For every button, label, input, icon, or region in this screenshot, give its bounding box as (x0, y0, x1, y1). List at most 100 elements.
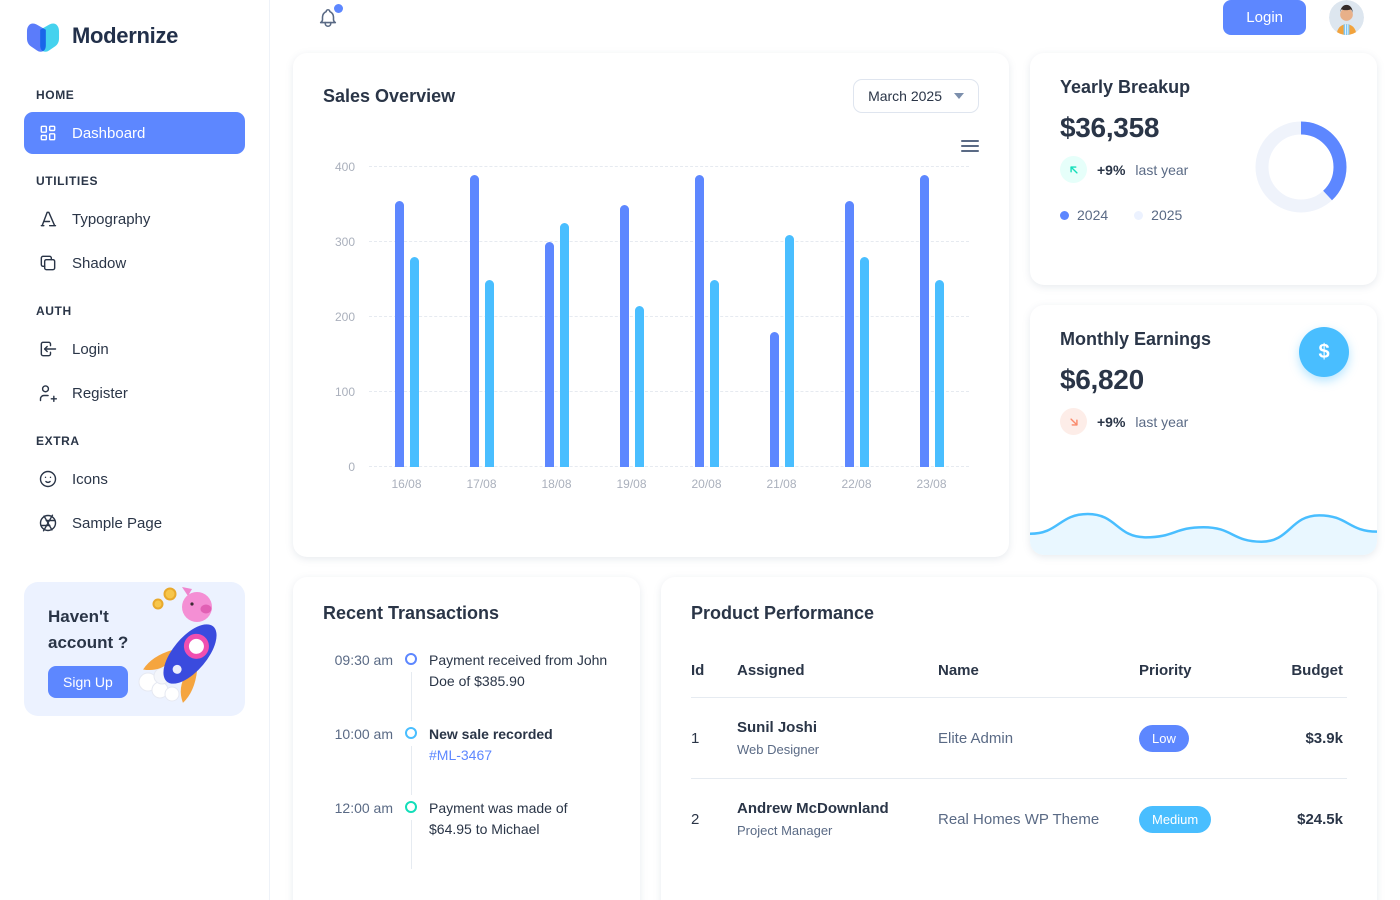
period-select-value: March 2025 (868, 88, 942, 104)
cell-name: Real Homes WP Theme (938, 810, 1100, 828)
bar (634, 305, 644, 467)
monthly-delta: +9% (1097, 413, 1126, 430)
sidebar-item-shadow[interactable]: Shadow (24, 242, 245, 284)
monthly-amount: $6,820 (1060, 364, 1144, 395)
cell-id: 2 (691, 810, 700, 828)
notifications-bell-icon[interactable] (317, 3, 343, 29)
sales-bar-chart: 0 100 200 300 400 16/08 17/08 18/08 19/08 20/08 2… (323, 160, 979, 491)
cell-priority: Low (1139, 724, 1257, 752)
bar (784, 234, 794, 467)
x-axis-label: 17/08 (466, 477, 497, 491)
dashboard-content: Sales Overview March 2025 0 100 200 300 400 … (270, 35, 1400, 900)
bar-group (669, 167, 744, 467)
transaction-time: 09:30 am (334, 652, 393, 668)
trend-down-icon (1060, 408, 1087, 435)
column-header-budget: Budget (1291, 662, 1343, 679)
bar-group (519, 167, 594, 467)
cell-priority: Medium (1139, 805, 1257, 833)
main-area: Login Sales Overview March 2025 (270, 0, 1400, 900)
x-axis-label: 23/08 (916, 477, 947, 491)
legend-item: 2024 (1060, 207, 1108, 223)
signup-promo-title: Haven't account ? (48, 607, 129, 652)
bar (694, 174, 704, 467)
sidebar-item-typography[interactable]: Typography (24, 198, 245, 240)
x-axis-label: 22/08 (841, 477, 872, 491)
priority-badge: Medium (1139, 805, 1212, 833)
cell-budget: $3.9k (1305, 729, 1343, 747)
sidebar-item-icons[interactable]: Icons (24, 458, 245, 500)
layout-dashboard-icon (40, 125, 56, 141)
donut-legend: 2024 2025 (1060, 207, 1190, 223)
monthly-delta-caption: last year (1135, 413, 1189, 430)
cell-budget: $24.5k (1297, 810, 1343, 828)
bar-group (894, 167, 969, 467)
column-header-assigned: Assigned (737, 662, 805, 679)
yearly-delta-caption: last year (1135, 161, 1189, 178)
bar (709, 279, 719, 467)
table-row: 1 Sunil Joshi Web Designer Elite Admin Low $3… (691, 698, 1347, 779)
recent-transactions-card: Recent Transactions 09:30 am Payment rece… (293, 577, 640, 900)
bar (619, 204, 629, 467)
transaction-text: Payment received from John Doe of $385.9… (429, 652, 608, 689)
dollar-icon-button[interactable]: $ (1299, 327, 1349, 377)
gridline: 100 (335, 385, 969, 399)
monthly-earnings-title: Monthly Earnings (1060, 329, 1212, 349)
chevron-down-icon (954, 93, 964, 99)
bar (544, 242, 554, 467)
aperture-icon (39, 514, 57, 532)
bar (859, 257, 869, 467)
products-table-header: Id Assigned Name Priority Budget (691, 662, 1347, 698)
bar (919, 174, 929, 467)
yearly-breakup-title: Yearly Breakup (1060, 77, 1191, 97)
gridline: 400 (335, 160, 969, 174)
sidebar-item-login[interactable]: Login (24, 328, 245, 370)
sidebar-item-dashboard[interactable]: Dashboard (24, 112, 245, 154)
transaction-item: 10:00 am New sale recorded #ML-3467 (323, 724, 610, 798)
logo-icon (24, 20, 62, 53)
x-axis-label: 16/08 (391, 477, 422, 491)
legend-dot (1134, 210, 1144, 220)
transaction-time: 10:00 am (334, 726, 393, 742)
gridline: 0 (348, 460, 969, 474)
transaction-link[interactable]: #ML-3467 (429, 747, 493, 763)
login-button[interactable]: Login (1223, 0, 1306, 35)
sales-overview-card: Sales Overview March 2025 0 100 200 300 400 … (293, 53, 1009, 557)
earnings-sparkline (1030, 512, 1377, 555)
smiley-icon (39, 470, 57, 488)
legend-item: 2025 (1134, 207, 1182, 223)
bar (484, 279, 494, 467)
brand-name: Modernize (72, 23, 179, 48)
chart-menu-icon[interactable] (961, 140, 979, 152)
user-avatar[interactable] (1329, 0, 1364, 35)
sign-up-button[interactable]: Sign Up (48, 666, 128, 698)
product-performance-title: Product Performance (691, 603, 875, 623)
sidebar-item-register[interactable]: Register (24, 372, 245, 414)
nav-section-label: UTILITIES (36, 174, 99, 188)
gridline: 300 (335, 235, 969, 249)
x-axis-label: 20/08 (691, 477, 722, 491)
column-header-priority: Priority (1139, 662, 1192, 679)
priority-badge: Low (1139, 724, 1189, 752)
period-select[interactable]: March 2025 (853, 79, 979, 113)
yearly-breakup-card: Yearly Breakup $36,358 +9% last year 20 (1030, 53, 1377, 285)
sales-overview-title: Sales Overview (323, 85, 456, 106)
transaction-item: 12:00 am Payment was made of $64.95 to Mi… (323, 798, 610, 872)
nav-section-label: AUTH (36, 304, 72, 318)
app-logo[interactable]: Modernize (24, 4, 245, 68)
sidebar-nav: HOME Dashboard UTILITIES Typography Shadow AU… (24, 88, 245, 544)
product-performance-card: Product Performance Id Assigned Name Priori… (661, 577, 1377, 900)
trend-up-icon (1060, 156, 1087, 183)
transaction-text: Payment was made of $64.95 to Michael (429, 800, 568, 837)
timeline-dot (405, 653, 417, 665)
monthly-earnings-card: Monthly Earnings $ $6,820 +9% last year (1030, 305, 1377, 555)
user-plus-icon (39, 385, 58, 403)
table-row: 2 Andrew McDownland Project Manager Real Ho… (691, 779, 1347, 859)
x-axis-label: 21/08 (766, 477, 797, 491)
cell-name: Elite Admin (938, 729, 1014, 747)
timeline-connector (410, 746, 412, 795)
bar-group (369, 167, 444, 467)
sidebar-item-sample-page[interactable]: Sample Page (24, 502, 245, 544)
yearly-delta: +9% (1097, 161, 1126, 178)
x-axis-label: 19/08 (616, 477, 647, 491)
transaction-text: New sale recorded #ML-3467 (429, 724, 610, 798)
